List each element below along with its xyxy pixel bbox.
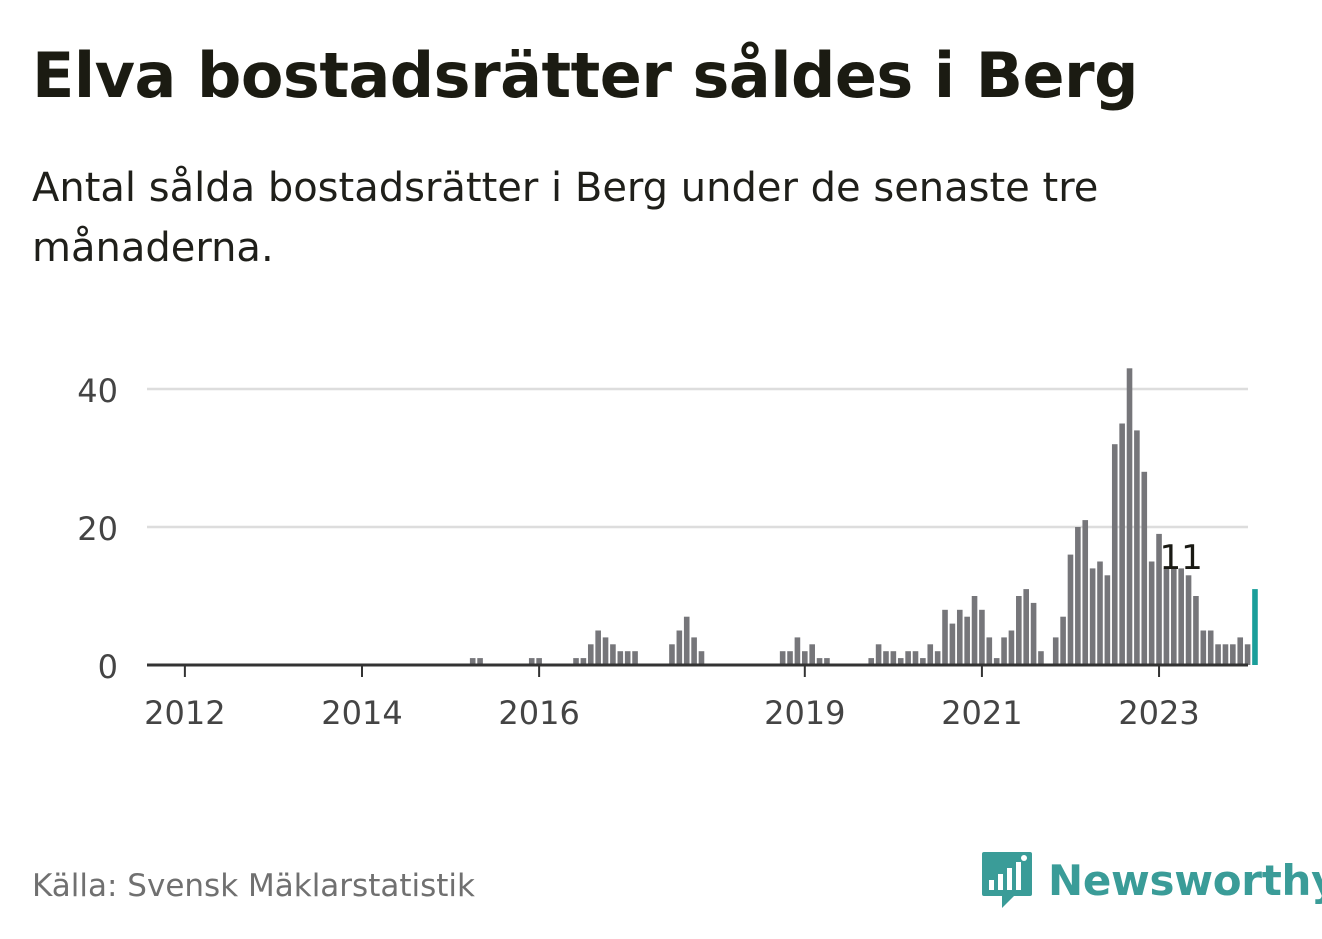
x-tick-label: 2012 (144, 694, 225, 732)
bar (617, 651, 624, 665)
bar (469, 658, 476, 665)
bar (1237, 637, 1244, 665)
bar-highlight (1252, 589, 1258, 665)
bar (1097, 561, 1103, 665)
bar (1067, 554, 1074, 665)
bar (595, 630, 601, 665)
bar (1148, 561, 1155, 665)
y-tick-label: 0 (98, 648, 118, 686)
bar (1185, 575, 1192, 665)
bar (477, 658, 483, 665)
bar (587, 644, 594, 665)
newsworthy-logo-icon (982, 852, 1032, 908)
bar (779, 651, 786, 665)
bar (1126, 368, 1133, 665)
bar (949, 623, 956, 665)
bar (1207, 630, 1214, 665)
bar (979, 609, 985, 665)
bar (802, 651, 808, 665)
x-tick-label: 2023 (1118, 694, 1199, 732)
bar (669, 644, 675, 665)
bar (676, 630, 683, 665)
newsworthy-logo: Newsworthy (980, 848, 1322, 912)
bar (787, 651, 793, 665)
x-tick-label: 2016 (498, 694, 579, 732)
y-tick-label: 20 (77, 510, 118, 548)
bar (1023, 589, 1029, 665)
bar (971, 596, 978, 665)
bar (927, 644, 934, 665)
x-tick-label: 2014 (321, 694, 402, 732)
bar (1200, 630, 1207, 665)
chart-title: Elva bostadsrätter såldes i Berg (32, 39, 1139, 112)
bar (1163, 568, 1170, 665)
bar (536, 658, 542, 665)
bar (824, 658, 830, 665)
bar (1060, 616, 1066, 665)
bar (632, 651, 638, 665)
bar (942, 609, 948, 665)
bar (1222, 644, 1229, 665)
bar (573, 658, 579, 665)
bar (912, 651, 919, 665)
bar (875, 644, 882, 665)
x-tick-label: 2021 (941, 694, 1022, 732)
logo-text: Newsworthy (1048, 855, 1322, 905)
bar (905, 651, 911, 665)
y-tick-label: 40 (77, 372, 118, 410)
bar (1244, 644, 1251, 665)
x-tick-label: 2019 (764, 694, 845, 732)
bar (1171, 568, 1177, 665)
bar (624, 651, 631, 665)
bar (1178, 568, 1184, 665)
bar (602, 637, 609, 665)
bar (1052, 637, 1059, 665)
bar (691, 637, 697, 665)
bar (1016, 596, 1022, 665)
bar (1156, 533, 1162, 665)
bar (1008, 630, 1015, 665)
bar (920, 658, 926, 665)
bar (956, 609, 963, 665)
bar (794, 637, 801, 665)
bar (1134, 430, 1140, 665)
bar (890, 651, 897, 665)
bar (1104, 575, 1111, 665)
bar (528, 658, 535, 665)
bar (698, 651, 705, 665)
bar (1119, 423, 1125, 665)
bar (1030, 602, 1037, 665)
bar (816, 658, 823, 665)
source-note: Källa: Svensk Mäklarstatistik (32, 868, 475, 904)
bar (986, 637, 993, 665)
bar (964, 616, 970, 665)
value-annotation: 11 (1160, 538, 1203, 578)
bar (1215, 644, 1221, 665)
bar (1141, 471, 1148, 665)
bar-chart: 0 20 40 2012 2014 2016 2019 2021 2023 11 (77, 368, 1258, 732)
bar (934, 651, 941, 665)
bar (897, 658, 904, 665)
bar (683, 616, 690, 665)
bar (580, 658, 587, 665)
bar (1038, 651, 1044, 665)
bar (1075, 527, 1081, 665)
bar (883, 651, 889, 665)
bar (1089, 568, 1096, 665)
bar (610, 644, 616, 665)
bar (1082, 520, 1089, 665)
bar (1230, 644, 1236, 665)
bar (809, 644, 815, 665)
bar (1111, 444, 1118, 665)
bar (993, 658, 1000, 665)
bar (868, 658, 875, 665)
bar (1001, 637, 1007, 665)
chart-subtitle: Antal sålda bostadsrätter i Berg under d… (32, 165, 1099, 271)
bar (1193, 596, 1199, 665)
